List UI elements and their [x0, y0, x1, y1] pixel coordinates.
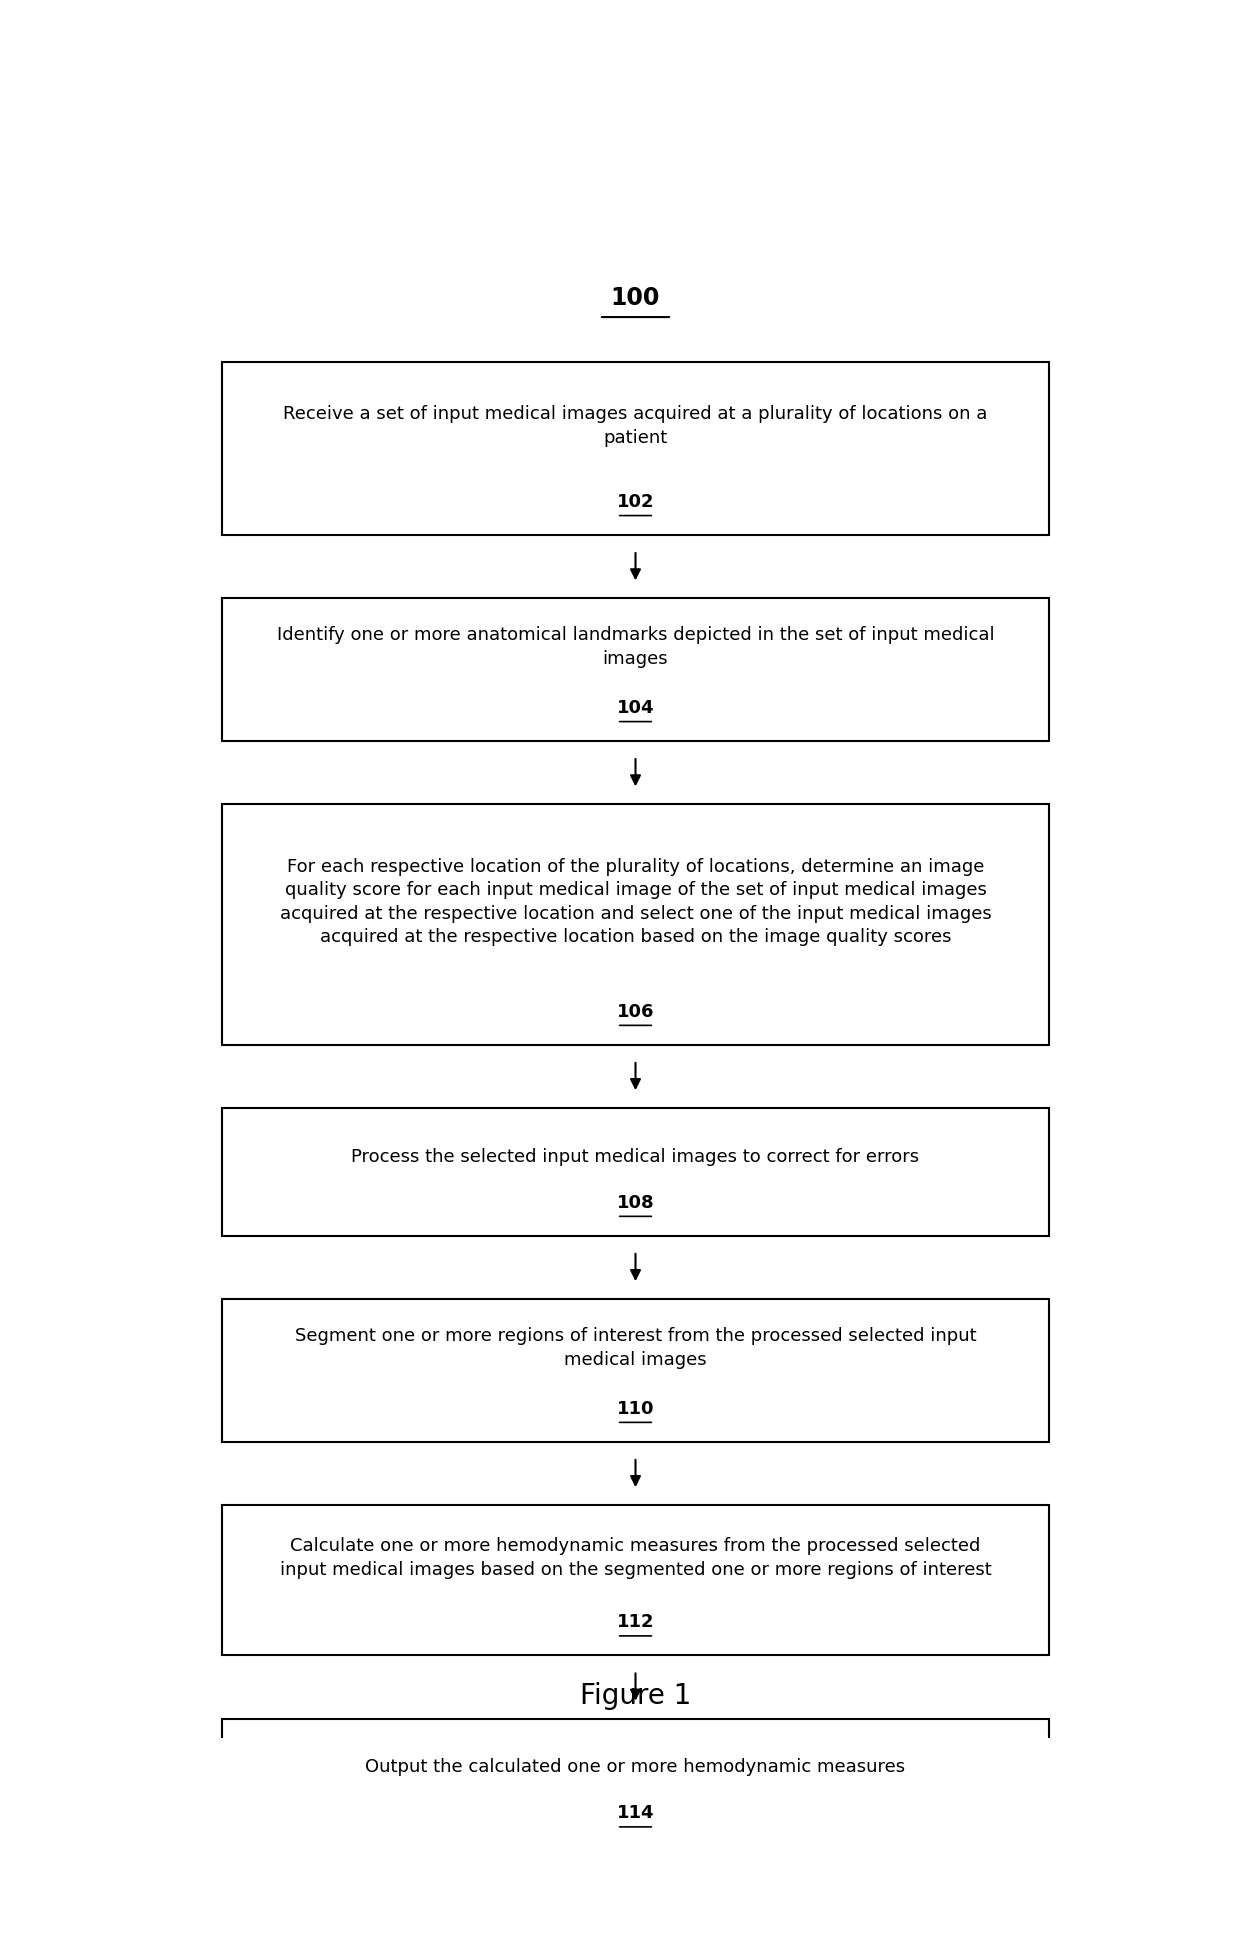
- Text: Process the selected input medical images to correct for errors: Process the selected input medical image…: [351, 1148, 920, 1166]
- Bar: [222, 598, 1049, 740]
- Text: Output the calculated one or more hemodynamic measures: Output the calculated one or more hemody…: [366, 1758, 905, 1777]
- Bar: [222, 1107, 1049, 1236]
- Text: 114: 114: [616, 1805, 655, 1822]
- Text: 112: 112: [616, 1613, 655, 1631]
- Text: Segment one or more regions of interest from the processed selected input
medica: Segment one or more regions of interest …: [295, 1328, 976, 1369]
- Bar: [222, 361, 1049, 535]
- Text: For each respective location of the plurality of locations, determine an image
q: For each respective location of the plur…: [280, 857, 991, 947]
- Text: 104: 104: [616, 699, 655, 717]
- Bar: [222, 1506, 1049, 1656]
- Text: 108: 108: [616, 1193, 655, 1211]
- Text: Calculate one or more hemodynamic measures from the processed selected
input med: Calculate one or more hemodynamic measur…: [280, 1537, 991, 1578]
- Text: 100: 100: [611, 285, 660, 309]
- Text: 110: 110: [616, 1400, 655, 1418]
- Text: Receive a set of input medical images acquired at a plurality of locations on a
: Receive a set of input medical images ac…: [283, 406, 988, 447]
- Text: Identify one or more anatomical landmarks depicted in the set of input medical
i: Identify one or more anatomical landmark…: [277, 627, 994, 668]
- Text: 106: 106: [616, 1002, 655, 1021]
- Text: Figure 1: Figure 1: [580, 1682, 691, 1711]
- Bar: [222, 805, 1049, 1045]
- Bar: [222, 1719, 1049, 1846]
- Bar: [222, 1299, 1049, 1441]
- Text: 102: 102: [616, 492, 655, 512]
